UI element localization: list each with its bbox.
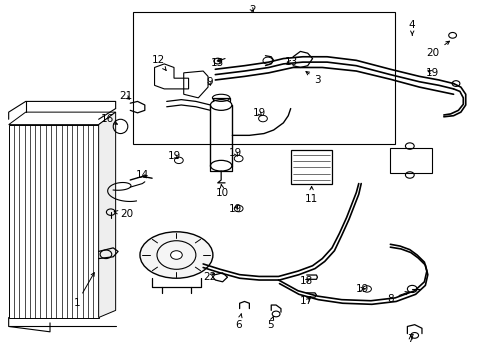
Text: 19: 19 (229, 148, 242, 158)
Text: 4: 4 (408, 19, 415, 35)
Text: 20: 20 (426, 41, 448, 58)
Text: 6: 6 (235, 314, 242, 330)
Ellipse shape (140, 232, 212, 278)
Polygon shape (9, 112, 116, 125)
Text: 7: 7 (407, 334, 413, 344)
Text: 19: 19 (167, 151, 180, 161)
Text: 22: 22 (203, 272, 216, 282)
Text: 1: 1 (73, 273, 94, 308)
Text: 19: 19 (229, 204, 242, 214)
Text: 9: 9 (206, 77, 212, 87)
Text: 20: 20 (114, 209, 133, 219)
Text: 19: 19 (355, 284, 368, 294)
Text: 2: 2 (249, 5, 256, 15)
Text: 5: 5 (266, 316, 273, 330)
Polygon shape (99, 112, 116, 318)
Text: 8: 8 (386, 292, 408, 303)
Text: 19: 19 (425, 68, 438, 78)
Text: 16: 16 (101, 113, 117, 124)
Bar (132, 12, 394, 144)
Text: 19: 19 (252, 108, 265, 118)
Circle shape (170, 251, 182, 259)
Text: 18: 18 (300, 276, 313, 286)
Text: 11: 11 (305, 186, 318, 203)
Text: 3: 3 (305, 72, 320, 85)
Text: 21: 21 (119, 91, 132, 101)
Text: 13: 13 (284, 57, 297, 67)
Bar (290, 150, 331, 184)
Bar (9, 125, 99, 318)
Text: 15: 15 (211, 58, 224, 68)
Bar (389, 148, 431, 173)
Text: 17: 17 (300, 296, 313, 306)
Text: 14: 14 (136, 170, 149, 180)
Text: 10: 10 (216, 184, 229, 198)
Text: 12: 12 (151, 55, 166, 71)
